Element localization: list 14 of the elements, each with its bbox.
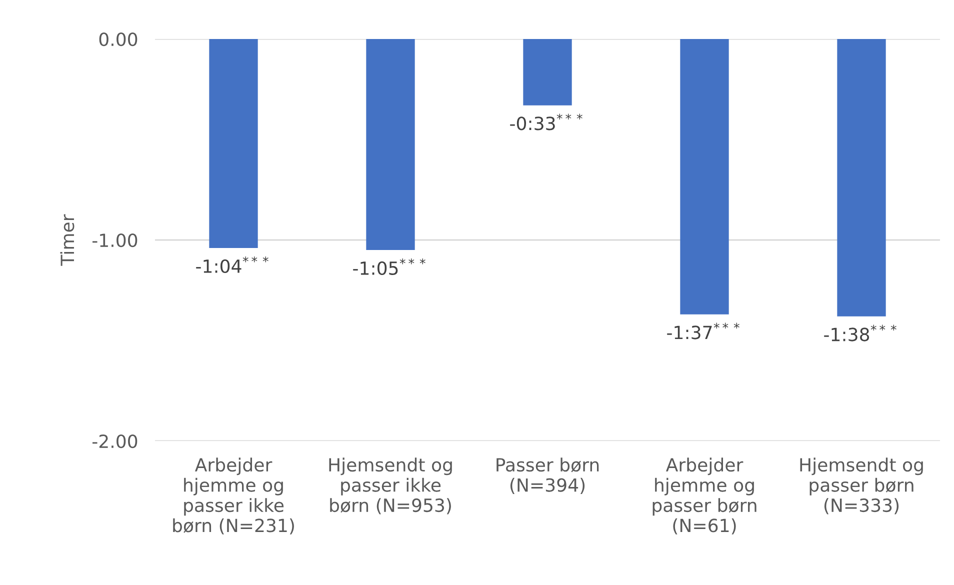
data-label: -1:05$^{***}$ (353, 258, 426, 275)
data-label: -1:37$^{***}$ (667, 322, 740, 340)
x-tick-label: Hjemsendt og passer børn (N=333) (800, 458, 923, 514)
x-tick-label: Passer børn (N=394) (496, 458, 599, 494)
data-label: -1:38$^{***}$ (824, 324, 896, 342)
x-tick-label: Hjemsendt og passer ikke børn (N=953) (329, 458, 452, 514)
y-tick-label: -2.00 (92, 434, 138, 448)
y-tick-label: 0.00 (99, 32, 138, 46)
x-tick-label: Arbejder hjemme og passer børn (N=61) (652, 458, 756, 534)
y-axis-title: Timer (60, 214, 74, 266)
data-label: -0:33$^{***}$ (510, 114, 582, 130)
data-label: -1:04$^{***}$ (196, 256, 268, 273)
y-tick-label: -1.00 (92, 233, 138, 248)
x-tick-label: Arbejder hjemme og passer ikke børn (N=231) (173, 458, 294, 534)
